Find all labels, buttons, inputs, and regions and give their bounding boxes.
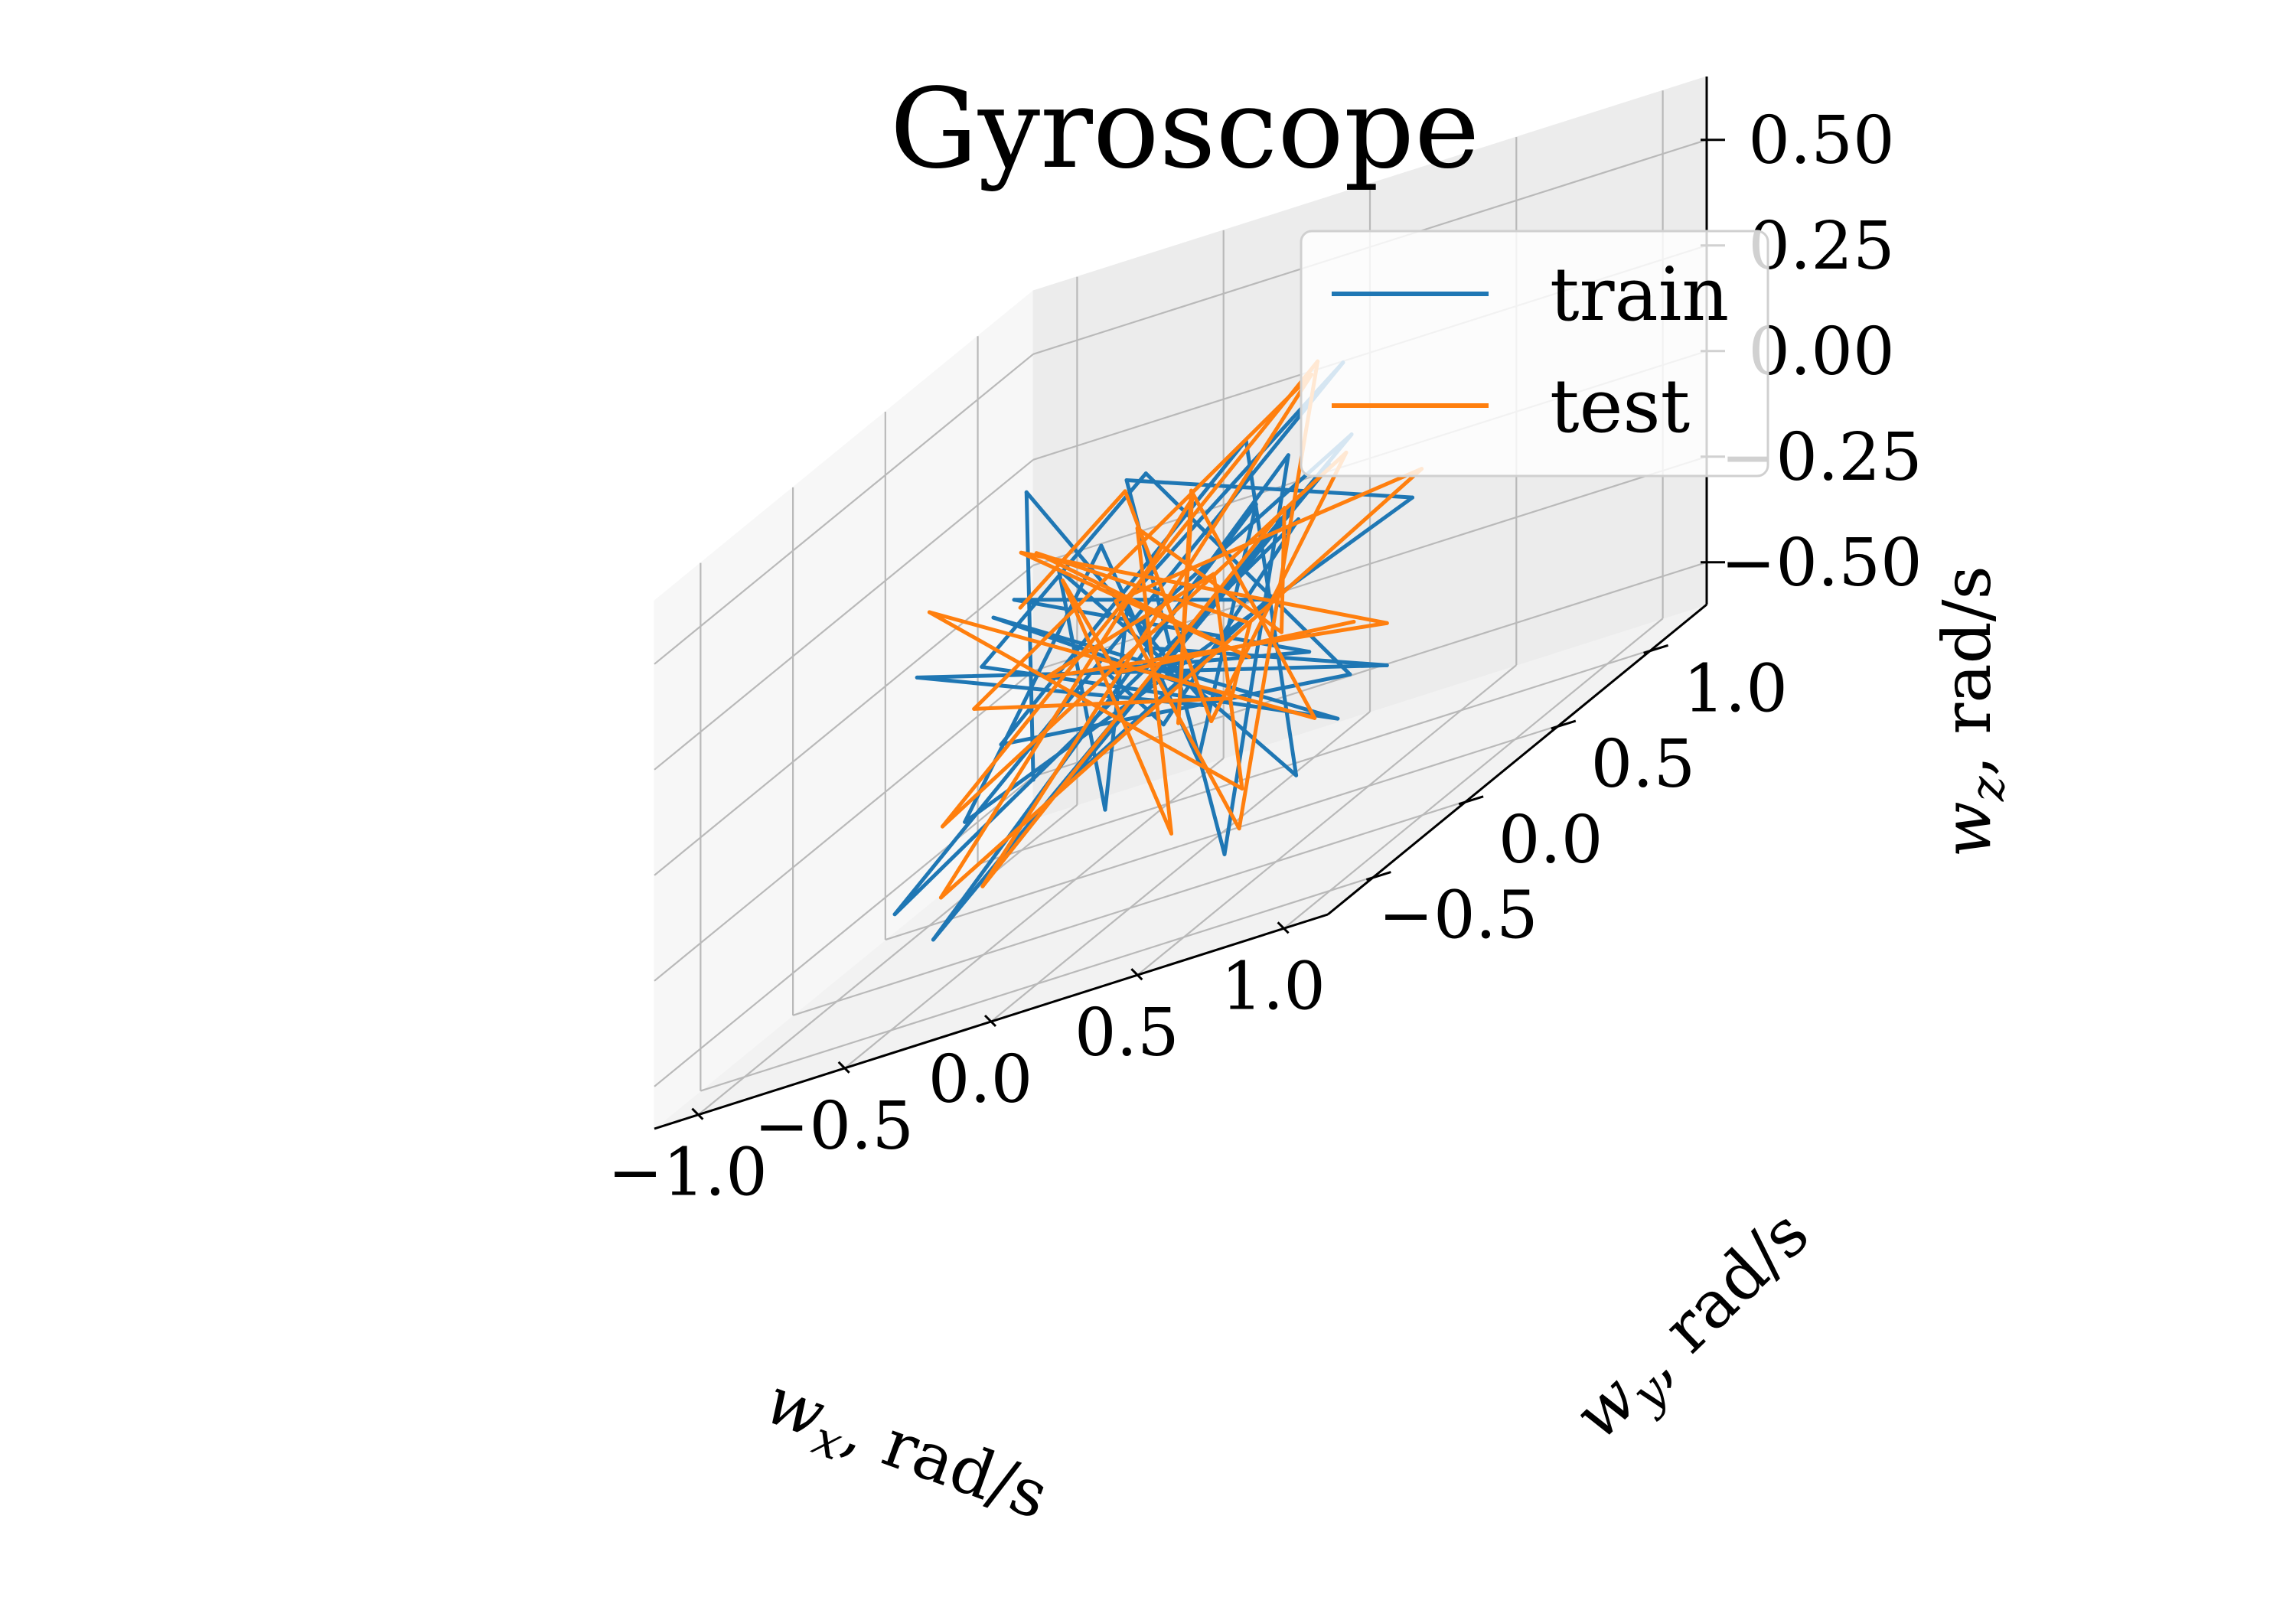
z-tick-label: 0.50 bbox=[1748, 103, 1894, 179]
x-grid-floor bbox=[1283, 618, 1664, 930]
series-segment-train bbox=[1244, 438, 1299, 777]
series-segment-test bbox=[1034, 551, 1251, 660]
legend-label-train: train bbox=[1550, 252, 1729, 337]
series-segment-train bbox=[963, 543, 1104, 824]
legend-label-test: test bbox=[1550, 363, 1690, 449]
series-segment-test bbox=[927, 610, 1244, 791]
z-tick-label: −0.50 bbox=[1720, 525, 1923, 601]
x-grid-floor bbox=[990, 711, 1371, 1022]
series-segment-test bbox=[980, 506, 1287, 888]
x-tick bbox=[1130, 968, 1143, 981]
z-tick-label: 0.25 bbox=[1748, 208, 1894, 285]
series-segment-test bbox=[938, 497, 1195, 900]
y-tick-label: −0.5 bbox=[1378, 878, 1538, 954]
z-grid-left bbox=[654, 670, 1034, 982]
z-axis-label: wz, rad/s bbox=[1929, 566, 2015, 858]
y-tick bbox=[1643, 644, 1669, 654]
x-tick-label: −0.5 bbox=[754, 1088, 914, 1165]
x-tick bbox=[1277, 921, 1290, 934]
series-segment-test bbox=[1279, 506, 1287, 634]
z-grid-left bbox=[654, 564, 1034, 876]
y-tick bbox=[1551, 719, 1577, 730]
x-grid-floor bbox=[1137, 664, 1518, 976]
series-segment-test bbox=[1019, 550, 1389, 625]
x-tick-label: 0.0 bbox=[928, 1041, 1033, 1118]
series-segment-test bbox=[1135, 526, 1174, 836]
y-tick-label: 1.0 bbox=[1683, 650, 1788, 727]
series-segment-train bbox=[1067, 463, 1332, 784]
z-grid-left bbox=[654, 458, 1034, 771]
series-segment-test bbox=[1212, 572, 1244, 791]
z-grid-left bbox=[654, 353, 1034, 665]
series-segment-test bbox=[1229, 621, 1252, 701]
y-grid-floor bbox=[700, 875, 1375, 1092]
x-tick-label: 0.5 bbox=[1075, 995, 1179, 1071]
y-grid-floor bbox=[977, 649, 1652, 865]
series-segment-train bbox=[1161, 517, 1301, 727]
x-tick-label: −1.0 bbox=[608, 1135, 768, 1211]
series-segment-test bbox=[1060, 578, 1174, 836]
series-segment-test bbox=[1018, 489, 1127, 610]
y-axis-label: wy, rad/s bbox=[1559, 1195, 1830, 1461]
series-segment-train bbox=[999, 438, 1248, 747]
z-tick-label: 0.00 bbox=[1748, 314, 1894, 390]
x-tick bbox=[837, 1061, 850, 1074]
series-segment-test bbox=[1060, 578, 1119, 675]
y-tick-label: 0.5 bbox=[1590, 726, 1695, 803]
series-segment-test bbox=[1114, 619, 1356, 675]
y-axis-line bbox=[1327, 603, 1707, 916]
y-tick-label: 0.0 bbox=[1499, 802, 1603, 878]
series-segment-train bbox=[892, 360, 1345, 917]
series-segment-test bbox=[1176, 488, 1194, 725]
series-segment-test bbox=[972, 372, 1314, 711]
y-tick bbox=[1365, 871, 1391, 882]
series-segment-train bbox=[1024, 490, 1035, 782]
y-grid-floor bbox=[792, 800, 1467, 1016]
series-segment-train bbox=[1067, 598, 1270, 784]
y-grid-floor bbox=[885, 725, 1560, 941]
legend: train test bbox=[1300, 230, 1769, 478]
series-segment-train bbox=[1056, 568, 1299, 777]
z-grid-back bbox=[1032, 561, 1707, 777]
x-axis-label: wx, rad/s bbox=[752, 1362, 1058, 1543]
series-segment-test bbox=[1044, 572, 1216, 680]
x-tick-label: 1.0 bbox=[1221, 948, 1326, 1025]
series-segment-test bbox=[1135, 526, 1283, 634]
z-grid-left bbox=[654, 775, 1034, 1087]
x-tick bbox=[691, 1107, 704, 1120]
y-tick bbox=[1458, 795, 1484, 806]
x-tick bbox=[983, 1014, 997, 1028]
x-grid-floor bbox=[697, 804, 1078, 1116]
axes-layer: −1.0−0.50.00.51.0−0.50.00.51.0−0.50−0.25… bbox=[608, 77, 1923, 1211]
chart-title: Gyroscope bbox=[890, 64, 1480, 193]
series-segment-test bbox=[972, 696, 1234, 711]
